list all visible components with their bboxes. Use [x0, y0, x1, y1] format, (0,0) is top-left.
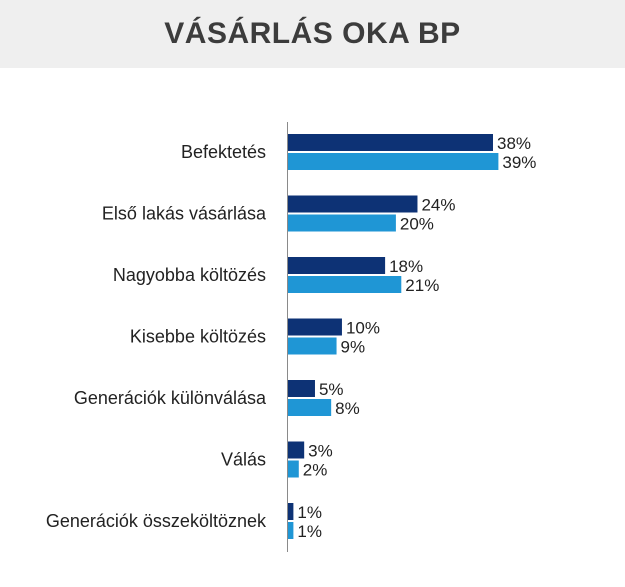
bar-series-1 [288, 503, 294, 520]
bar-series-1 [288, 318, 342, 336]
data-label: 24% [421, 196, 455, 215]
data-label: 10% [346, 319, 380, 338]
chart-title: VÁSÁRLÁS OKA BP [164, 17, 461, 50]
bar-series-1 [288, 134, 493, 151]
bar-series-2 [288, 276, 402, 293]
bar-series-1 [288, 380, 315, 397]
bar-series-2 [288, 399, 332, 416]
data-label: 38% [497, 134, 531, 153]
bar-series-2 [288, 460, 299, 478]
data-label: 1% [297, 503, 322, 522]
chart-header: VÁSÁRLÁS OKA BP [0, 0, 625, 68]
data-label: 18% [389, 257, 423, 276]
data-label: 21% [405, 276, 439, 295]
category-label: Nagyobba költözés [113, 265, 266, 285]
data-label: 5% [319, 380, 344, 399]
data-label: 9% [341, 338, 366, 357]
category-label: Befektetés [181, 142, 266, 162]
data-label: 1% [297, 522, 322, 541]
bar-series-2 [288, 522, 294, 539]
data-label: 8% [335, 399, 360, 418]
category-label: Első lakás vásárlása [102, 204, 267, 224]
bar-series-2 [288, 337, 337, 355]
category-label: Generációk különválása [74, 388, 267, 408]
bar-series-1 [288, 257, 386, 274]
bar-series-1 [288, 195, 418, 213]
bar-series-2 [288, 214, 396, 232]
data-label: 3% [308, 442, 333, 461]
bar-series-1 [288, 441, 305, 459]
category-label: Generációk összeköltöznek [46, 511, 267, 531]
data-label: 20% [400, 215, 434, 234]
data-label: 2% [303, 461, 328, 480]
bar-series-2 [288, 153, 499, 170]
data-label: 39% [502, 153, 536, 172]
category-label: Válás [221, 450, 266, 470]
category-label: Kisebbe költözés [130, 327, 266, 347]
